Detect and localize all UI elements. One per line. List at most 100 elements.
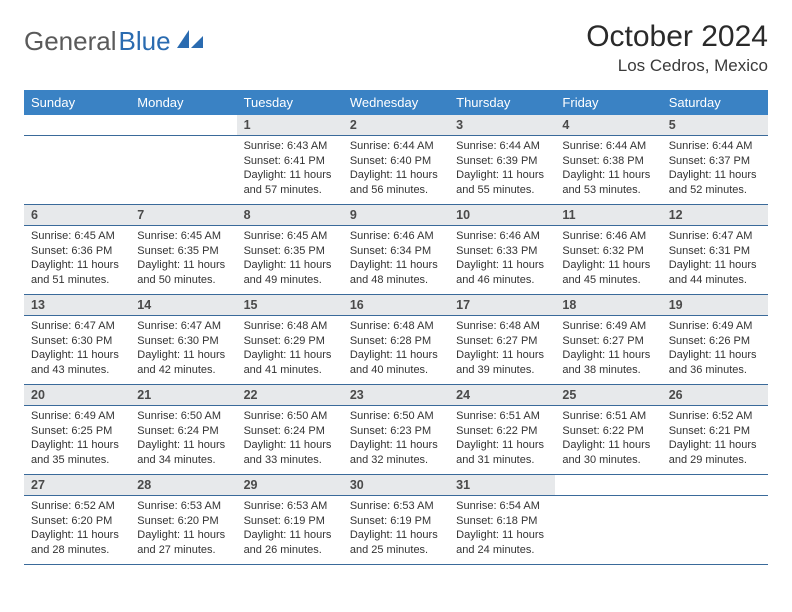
detail-cell [130,136,236,204]
daylight-line1: Daylight: 11 hours [137,348,229,363]
sunset-text: Sunset: 6:29 PM [244,334,336,349]
daylight-line1: Daylight: 11 hours [456,438,548,453]
sunrise-text: Sunrise: 6:48 AM [350,319,442,334]
detail-cell: Sunrise: 6:44 AMSunset: 6:38 PMDaylight:… [555,136,661,204]
sunset-text: Sunset: 6:18 PM [456,514,548,529]
daylight-line2: and 45 minutes. [562,273,654,288]
daylight-line2: and 57 minutes. [244,183,336,198]
sunrise-text: Sunrise: 6:54 AM [456,499,548,514]
daylight-line1: Daylight: 11 hours [456,258,548,273]
month-title: October 2024 [586,20,768,54]
detail-cell: Sunrise: 6:44 AMSunset: 6:37 PMDaylight:… [662,136,768,204]
detail-cell: Sunrise: 6:48 AMSunset: 6:28 PMDaylight:… [343,316,449,384]
sunrise-text: Sunrise: 6:45 AM [137,229,229,244]
sunset-text: Sunset: 6:19 PM [350,514,442,529]
sunset-text: Sunset: 6:24 PM [137,424,229,439]
daylight-line2: and 51 minutes. [31,273,123,288]
daylight-line2: and 52 minutes. [669,183,761,198]
detail-cell: Sunrise: 6:51 AMSunset: 6:22 PMDaylight:… [449,406,555,474]
detail-cell: Sunrise: 6:48 AMSunset: 6:27 PMDaylight:… [449,316,555,384]
daylight-line2: and 46 minutes. [456,273,548,288]
detail-cell: Sunrise: 6:44 AMSunset: 6:39 PMDaylight:… [449,136,555,204]
sunset-text: Sunset: 6:23 PM [350,424,442,439]
detail-cell: Sunrise: 6:43 AMSunset: 6:41 PMDaylight:… [237,136,343,204]
date-cell: 28 [130,475,236,495]
date-cell: 18 [555,295,661,315]
daylight-line2: and 42 minutes. [137,363,229,378]
sunrise-text: Sunrise: 6:51 AM [562,409,654,424]
daylight-line1: Daylight: 11 hours [456,528,548,543]
sunset-text: Sunset: 6:41 PM [244,154,336,169]
daylight-line1: Daylight: 11 hours [244,348,336,363]
day-header-cell: Friday [555,90,661,115]
sunrise-text: Sunrise: 6:49 AM [562,319,654,334]
sunrise-text: Sunrise: 6:47 AM [31,319,123,334]
sunrise-text: Sunrise: 6:44 AM [456,139,548,154]
sunrise-text: Sunrise: 6:49 AM [669,319,761,334]
daylight-line2: and 50 minutes. [137,273,229,288]
date-cell: 22 [237,385,343,405]
sunset-text: Sunset: 6:35 PM [137,244,229,259]
date-cell: 8 [237,205,343,225]
sunrise-text: Sunrise: 6:47 AM [669,229,761,244]
sunset-text: Sunset: 6:31 PM [669,244,761,259]
sunset-text: Sunset: 6:27 PM [456,334,548,349]
daylight-line2: and 48 minutes. [350,273,442,288]
daylight-line1: Daylight: 11 hours [562,258,654,273]
location-text: Los Cedros, Mexico [586,56,768,76]
detail-cell: Sunrise: 6:44 AMSunset: 6:40 PMDaylight:… [343,136,449,204]
date-cell [662,475,768,495]
daylight-line1: Daylight: 11 hours [31,348,123,363]
sunrise-text: Sunrise: 6:46 AM [350,229,442,244]
detail-cell: Sunrise: 6:46 AMSunset: 6:33 PMDaylight:… [449,226,555,294]
sunset-text: Sunset: 6:26 PM [669,334,761,349]
date-cell: 12 [662,205,768,225]
date-cell: 5 [662,115,768,135]
date-cell: 21 [130,385,236,405]
daylight-line2: and 36 minutes. [669,363,761,378]
brand-part1: General [24,26,117,57]
daylight-line2: and 33 minutes. [244,453,336,468]
date-cell: 4 [555,115,661,135]
sunset-text: Sunset: 6:21 PM [669,424,761,439]
detail-cell: Sunrise: 6:45 AMSunset: 6:35 PMDaylight:… [237,226,343,294]
detail-cell: Sunrise: 6:52 AMSunset: 6:20 PMDaylight:… [24,496,130,564]
day-header-cell: Sunday [24,90,130,115]
sunrise-text: Sunrise: 6:52 AM [31,499,123,514]
detail-cell: Sunrise: 6:53 AMSunset: 6:19 PMDaylight:… [237,496,343,564]
detail-cell [662,496,768,564]
day-header-row: SundayMondayTuesdayWednesdayThursdayFrid… [24,90,768,115]
daylight-line2: and 49 minutes. [244,273,336,288]
sunset-text: Sunset: 6:33 PM [456,244,548,259]
detail-row: Sunrise: 6:43 AMSunset: 6:41 PMDaylight:… [24,136,768,205]
date-cell: 24 [449,385,555,405]
daylight-line1: Daylight: 11 hours [350,168,442,183]
brand-logo: GeneralBlue [24,26,205,57]
daylight-line1: Daylight: 11 hours [244,168,336,183]
daylight-line2: and 43 minutes. [31,363,123,378]
sail-icon [175,26,205,57]
detail-row: Sunrise: 6:45 AMSunset: 6:36 PMDaylight:… [24,226,768,295]
date-cell: 15 [237,295,343,315]
daylight-line2: and 39 minutes. [456,363,548,378]
title-block: October 2024 Los Cedros, Mexico [586,20,768,76]
detail-cell: Sunrise: 6:50 AMSunset: 6:24 PMDaylight:… [130,406,236,474]
daylight-line2: and 40 minutes. [350,363,442,378]
detail-cell: Sunrise: 6:49 AMSunset: 6:26 PMDaylight:… [662,316,768,384]
sunrise-text: Sunrise: 6:46 AM [562,229,654,244]
date-cell: 23 [343,385,449,405]
daylight-line2: and 32 minutes. [350,453,442,468]
detail-cell: Sunrise: 6:51 AMSunset: 6:22 PMDaylight:… [555,406,661,474]
sunrise-text: Sunrise: 6:44 AM [669,139,761,154]
date-cell: 3 [449,115,555,135]
daylight-line1: Daylight: 11 hours [562,348,654,363]
sunset-text: Sunset: 6:30 PM [31,334,123,349]
sunset-text: Sunset: 6:20 PM [31,514,123,529]
daylight-line1: Daylight: 11 hours [137,438,229,453]
day-header-cell: Wednesday [343,90,449,115]
sunrise-text: Sunrise: 6:52 AM [669,409,761,424]
date-cell: 14 [130,295,236,315]
detail-cell: Sunrise: 6:45 AMSunset: 6:35 PMDaylight:… [130,226,236,294]
daylight-line2: and 53 minutes. [562,183,654,198]
date-cell [555,475,661,495]
